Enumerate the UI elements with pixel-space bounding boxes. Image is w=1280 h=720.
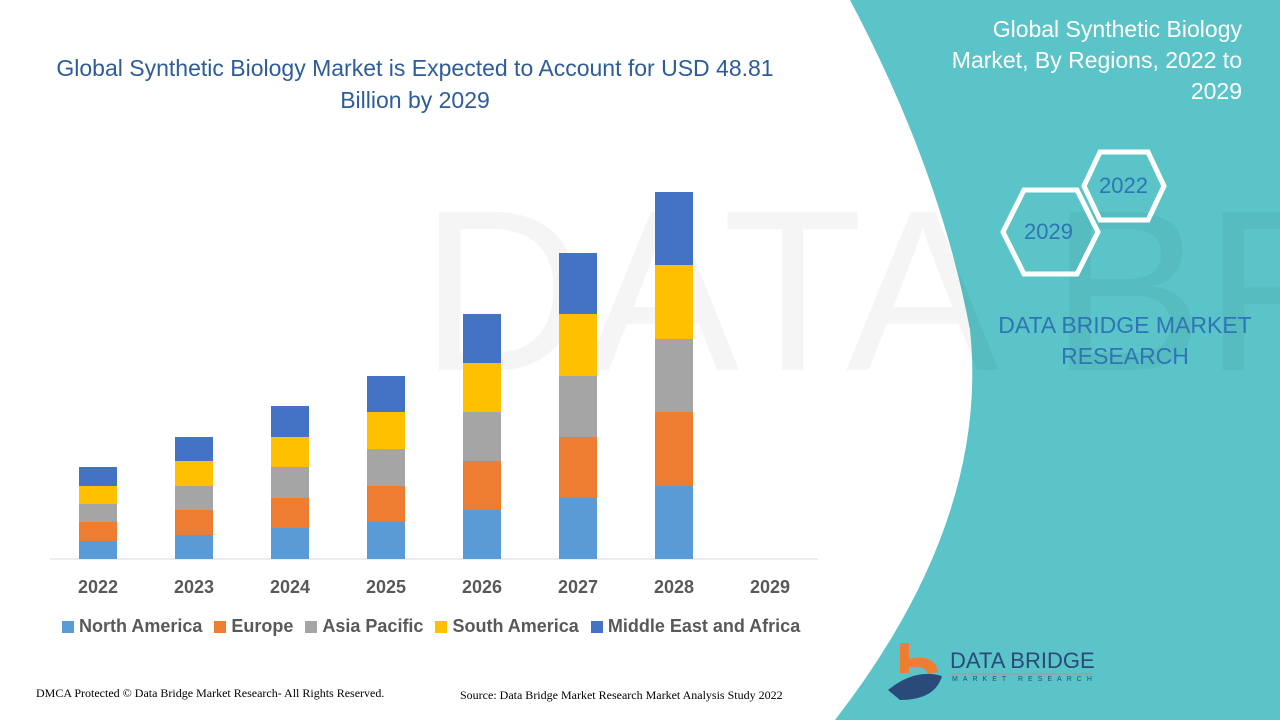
legend-label: Middle East and Africa	[607, 616, 801, 636]
bar-segment-2027-south-america	[559, 314, 597, 376]
logo-icon	[888, 643, 1092, 700]
bar-segment-2028-asia-pacific	[655, 339, 693, 412]
legend: North America Europe Asia Pacific South Ame…	[62, 616, 800, 637]
bar-segment-2024-middle-east-and-africa	[271, 406, 309, 437]
bar-segment-2023-europe	[175, 510, 213, 535]
bar-segment-2028-europe	[655, 412, 693, 486]
watermark: DATA BRIDGE	[420, 162, 1280, 419]
chart-title: Global Synthetic Biology Market is Expec…	[56, 55, 774, 113]
bar-segment-2025-asia-pacific	[367, 449, 405, 486]
logo-subtext: MARKET RESEARCH	[952, 676, 1097, 683]
bar-segment-2026-europe	[463, 461, 501, 510]
bar-segment-2023-north-america	[175, 535, 213, 559]
x-tick-label: 2024	[270, 577, 310, 597]
x-tick-labels: 2022 2023 2024 2025 2026 2027 2028 2029	[78, 577, 790, 597]
legend-swatch	[62, 620, 74, 633]
legend-item: Asia Pacific	[305, 616, 423, 637]
bar-segment-2025-north-america	[367, 522, 405, 559]
hex-label-2029: 2029	[1024, 219, 1073, 244]
legend-swatch	[214, 620, 227, 633]
x-tick-label: 2025	[366, 577, 406, 597]
x-tick-label: 2022	[78, 577, 118, 597]
bar-segment-2026-asia-pacific	[463, 412, 501, 461]
legend-label: North America	[79, 616, 203, 636]
hex-label-2022: 2022	[1099, 173, 1148, 198]
x-tick-label: 2026	[462, 577, 502, 597]
bar-segment-2027-asia-pacific	[559, 376, 597, 437]
bar-segment-2022-north-america	[79, 541, 117, 559]
copyright-text: DMCA Protected © Data Bridge Market Rese…	[36, 686, 385, 700]
legend-label: South America	[452, 616, 579, 636]
brand-name: DATA BRIDGE MARKET RESEARCH	[998, 312, 1252, 369]
hexagon-2022	[1081, 149, 1167, 223]
legend-label: Europe	[231, 616, 294, 636]
bars-layer	[79, 192, 693, 559]
bar-segment-2026-north-america	[463, 510, 501, 559]
bar-segment-2025-europe	[367, 486, 405, 522]
bar-segment-2022-south-america	[79, 486, 117, 504]
bar-segment-2023-asia-pacific	[175, 486, 213, 510]
bar-segment-2027-middle-east-and-africa	[559, 253, 597, 314]
legend-swatch	[435, 620, 448, 633]
bar-segment-2027-europe	[559, 437, 597, 498]
source-text: Source: Data Bridge Market Research Mark…	[460, 688, 783, 702]
legend-item: South America	[435, 616, 579, 637]
x-tick-label: 2027	[558, 577, 598, 597]
legend-item: Middle East and Africa	[590, 616, 801, 637]
bar-segment-2026-middle-east-and-africa	[463, 314, 501, 363]
x-tick-label: 2028	[654, 577, 694, 597]
bar-segment-2027-north-america	[559, 498, 597, 559]
hexagon-2029	[1000, 187, 1101, 277]
bar-segment-2022-europe	[79, 522, 117, 541]
x-tick-label: 2023	[174, 577, 214, 597]
bar-segment-2025-south-america	[367, 412, 405, 449]
x-tick-label: 2029	[750, 577, 790, 597]
bar-segment-2028-north-america	[655, 486, 693, 559]
legend-swatch	[590, 620, 603, 633]
bar-segment-2028-south-america	[655, 265, 693, 339]
bar-segment-2024-europe	[271, 498, 309, 528]
bar-segment-2028-middle-east-and-africa	[655, 192, 693, 265]
side-panel-bg	[835, 0, 1280, 720]
bar-segment-2024-north-america	[271, 528, 309, 559]
side-panel-title: Global Synthetic Biology Market, By Regi…	[951, 16, 1242, 104]
legend-item: North America	[62, 616, 202, 637]
bar-segment-2023-south-america	[175, 461, 213, 486]
legend-item: Europe	[214, 616, 293, 637]
logo-text: DATA BRIDGE	[950, 648, 1095, 673]
bar-segment-2022-middle-east-and-africa	[79, 467, 117, 486]
bar-segment-2024-asia-pacific	[271, 467, 309, 498]
bar-segment-2023-middle-east-and-africa	[175, 437, 213, 461]
bar-segment-2022-asia-pacific	[79, 504, 117, 522]
legend-swatch	[305, 620, 318, 633]
legend-label: Asia Pacific	[322, 616, 424, 636]
bar-segment-2024-south-america	[271, 437, 309, 467]
bar-segment-2026-south-america	[463, 363, 501, 412]
bar-segment-2025-middle-east-and-africa	[367, 376, 405, 412]
